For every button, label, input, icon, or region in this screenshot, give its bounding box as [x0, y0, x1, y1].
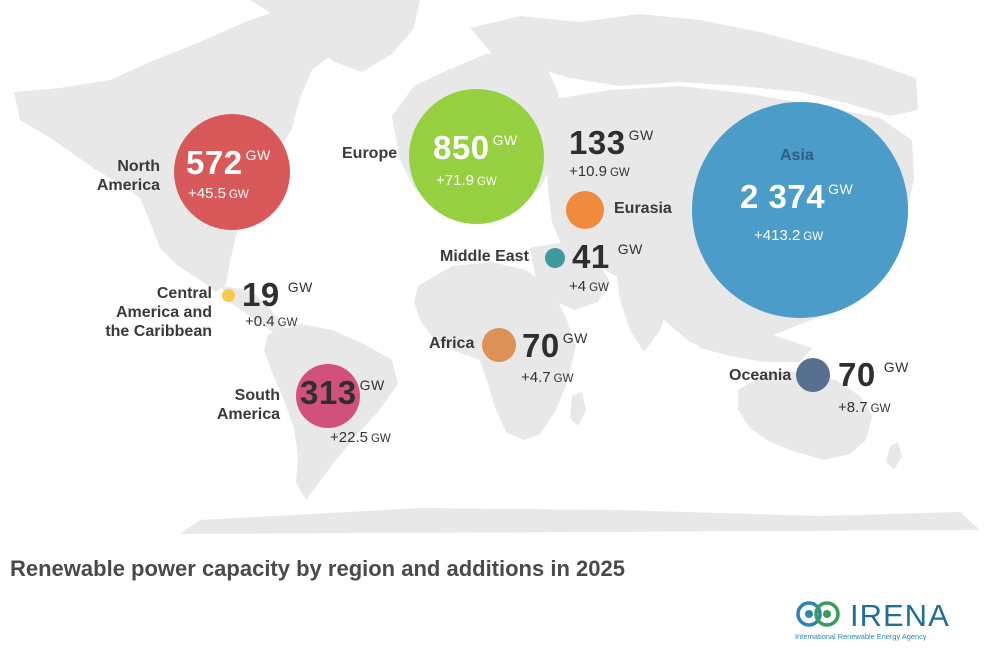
- africa-bubble: [482, 328, 516, 362]
- asia-addition: +413.2 GW: [754, 227, 824, 244]
- chart-title: Renewable power capacity by region and a…: [10, 556, 625, 581]
- north-america-unit: GW: [245, 147, 271, 163]
- land-india: [616, 270, 672, 352]
- europe-label: Europe: [342, 145, 398, 162]
- south-america-addition: +22.5 GW: [330, 429, 391, 446]
- north-america-capacity: 572 GW: [186, 144, 271, 181]
- land-madagascar: [570, 392, 586, 426]
- north-america-addition: +45.5 GW: [188, 185, 249, 202]
- south-america-bubble: [296, 364, 360, 428]
- eurasia-bubble: [566, 191, 604, 229]
- oceania-capacity: 70 GW: [838, 356, 909, 393]
- europe-bubble: [409, 89, 544, 224]
- europe-capacity: 850 GW: [433, 129, 518, 166]
- eurasia-label: Eurasia: [614, 200, 672, 217]
- land-north-eurasia: [470, 14, 918, 116]
- south-america-capacity: 313 GW: [300, 374, 385, 411]
- irena-logo-subtitle: International Renewable Energy Agency: [795, 632, 927, 641]
- asia-unit: GW: [828, 181, 854, 197]
- middle-east-bubble: [545, 248, 565, 268]
- central-america-bubble: [222, 289, 235, 302]
- eurasia-capacity: 133 GW: [569, 124, 654, 161]
- oceania-bubble: [796, 358, 830, 392]
- irena-logo-icon: [796, 601, 840, 627]
- land-se-asia: [690, 324, 812, 362]
- land-new-zealand: [886, 442, 902, 470]
- central-america-unit: GW: [287, 279, 313, 295]
- irena-logo-word: IRENA: [850, 598, 950, 633]
- land-central-america: [222, 286, 292, 338]
- asia-capacity: 2 374 GW: [740, 178, 854, 215]
- central-america-capacity: 19 GW: [242, 276, 313, 313]
- asia-bubble: [692, 102, 908, 318]
- north-america-bubble: [174, 114, 290, 230]
- oceania-unit: GW: [883, 359, 909, 375]
- land-australia: [738, 372, 872, 460]
- africa-addition: +4.7 GW: [521, 369, 574, 386]
- south-america-unit: GW: [359, 377, 385, 393]
- europe-addition: +71.9 GW: [436, 172, 497, 189]
- south-america-label: South America: [216, 387, 280, 423]
- oceania-addition: +8.7 GW: [838, 399, 891, 416]
- middle-east-label: Middle East: [440, 248, 529, 265]
- africa-capacity: 70 GW: [522, 327, 588, 364]
- europe-unit: GW: [492, 132, 518, 148]
- eurasia-addition: +10.9 GW: [569, 163, 630, 180]
- central-america-addition: +0.4 GW: [245, 313, 298, 330]
- land-antarctica: [180, 508, 980, 534]
- irena-logo: IRENA International Renewable Energy Age…: [795, 598, 955, 644]
- land-greenland: [250, 0, 420, 72]
- africa-label: Africa: [429, 335, 475, 352]
- middle-east-addition: +4 GW: [569, 278, 609, 295]
- eurasia-unit: GW: [628, 127, 654, 143]
- oceania-label: Oceania: [729, 367, 792, 384]
- asia-label: Asia: [780, 147, 814, 164]
- africa-unit: GW: [562, 330, 588, 346]
- middle-east-unit: GW: [617, 241, 643, 257]
- middle-east-capacity: 41 GW: [572, 238, 643, 275]
- north-america-label: North America: [96, 158, 160, 194]
- central-america-label: Central America and the Caribbean: [105, 285, 212, 340]
